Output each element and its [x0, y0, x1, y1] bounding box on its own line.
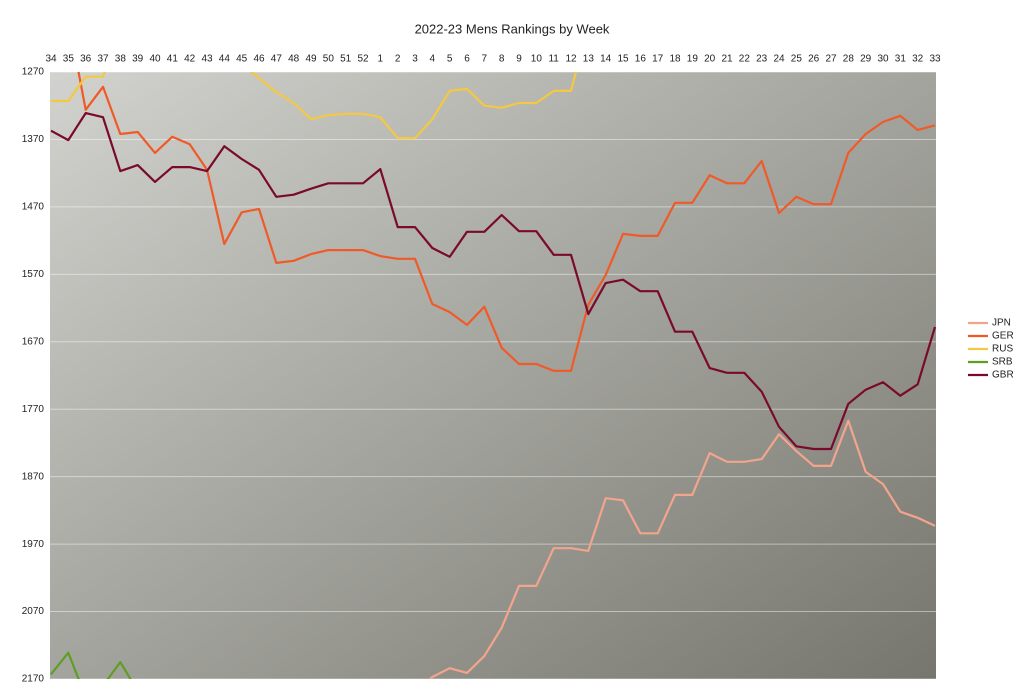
x-tick-label: 24	[773, 54, 785, 65]
x-tick-label: 23	[756, 54, 768, 65]
y-tick-label: 1770	[22, 404, 45, 415]
x-tick-label: 4	[430, 54, 436, 65]
x-tick-label: 50	[323, 54, 335, 65]
x-tick-label: 52	[357, 54, 369, 65]
series-line	[428, 419, 936, 679]
x-tick-label: 35	[63, 54, 75, 65]
x-tick-label: 48	[288, 54, 300, 65]
x-tick-label: 11	[548, 54, 559, 65]
x-tick-label: 6	[464, 54, 470, 65]
x-tick-label: 32	[912, 54, 924, 65]
x-tick-label: 29	[860, 54, 872, 65]
legend-label: RUS	[992, 344, 1013, 355]
legend-label: SRB	[992, 357, 1013, 368]
x-tick-label: 2	[395, 54, 401, 65]
y-tick-label: 1570	[22, 269, 45, 280]
x-tick-label: 27	[825, 54, 837, 65]
x-tick-label: 38	[115, 54, 127, 65]
x-tick-label: 14	[600, 54, 612, 65]
x-tick-label: 39	[132, 54, 144, 65]
x-tick-label: 13	[583, 54, 595, 65]
x-tick-label: 28	[843, 54, 855, 65]
y-tick-label: 1870	[22, 471, 45, 482]
chart-title: 2022-23 Mens Rankings by Week	[415, 21, 610, 36]
x-tick-label: 10	[531, 54, 543, 65]
y-tick-label: 1970	[22, 539, 45, 550]
legend-label: GER	[992, 331, 1014, 342]
labels: 1270 1370 1470 1570 1670 1770 1870 1970 2070 2170…	[22, 54, 1014, 685]
x-tick-label: 16	[635, 54, 647, 65]
x-tick-label: 43	[201, 54, 213, 65]
x-tick-label: 17	[652, 54, 664, 65]
x-tick-label: 45	[236, 54, 248, 65]
x-tick-label: 26	[808, 54, 820, 65]
x-tick-label: 51	[340, 54, 352, 65]
x-tick-label: 49	[305, 54, 317, 65]
series-line	[50, 651, 132, 679]
x-tick-label: 19	[687, 54, 699, 65]
x-tick-label: 46	[253, 54, 265, 65]
y-tick-label: 2070	[22, 606, 45, 617]
y-tick-label: 1670	[22, 336, 45, 347]
x-tick-label: 7	[482, 54, 488, 65]
lines	[50, 72, 936, 679]
x-tick-label: 47	[271, 54, 283, 65]
grid	[50, 71, 936, 680]
x-tick-label: 30	[877, 54, 889, 65]
series-line	[77, 72, 936, 372]
legend-label: GBR	[992, 370, 1014, 381]
y-tick-label: 1270	[22, 67, 45, 78]
x-tick-label: 22	[739, 54, 751, 65]
x-tick-label: 12	[565, 54, 577, 65]
series-line	[50, 112, 936, 451]
x-tick-label: 37	[97, 54, 109, 65]
y-tick-label: 1470	[22, 202, 45, 213]
x-tick-label: 41	[167, 54, 179, 65]
x-tick-label: 20	[704, 54, 716, 65]
x-tick-label: 21	[721, 54, 733, 65]
x-tick-label: 18	[669, 54, 681, 65]
x-tick-label: 5	[447, 54, 453, 65]
x-tick-label: 8	[499, 54, 505, 65]
y-tick-label: 2170	[22, 674, 45, 685]
x-tick-label: 34	[45, 54, 57, 65]
series-line	[51, 72, 578, 140]
x-tick-label: 44	[219, 54, 231, 65]
x-tick-label: 3	[412, 54, 418, 65]
x-tick-label: 42	[184, 54, 196, 65]
x-tick-label: 15	[617, 54, 629, 65]
x-tick-label: 25	[791, 54, 803, 65]
x-tick-label: 31	[895, 54, 907, 65]
x-tick-label: 9	[516, 54, 522, 65]
x-tick-label: 36	[80, 54, 92, 65]
x-tick-label: 40	[149, 54, 161, 65]
x-tick-label: 1	[378, 54, 384, 65]
plot-area	[50, 72, 936, 679]
legend-label: JPN	[992, 318, 1011, 329]
y-tick-label: 1370	[22, 134, 45, 145]
x-tick-label: 33	[929, 54, 941, 65]
